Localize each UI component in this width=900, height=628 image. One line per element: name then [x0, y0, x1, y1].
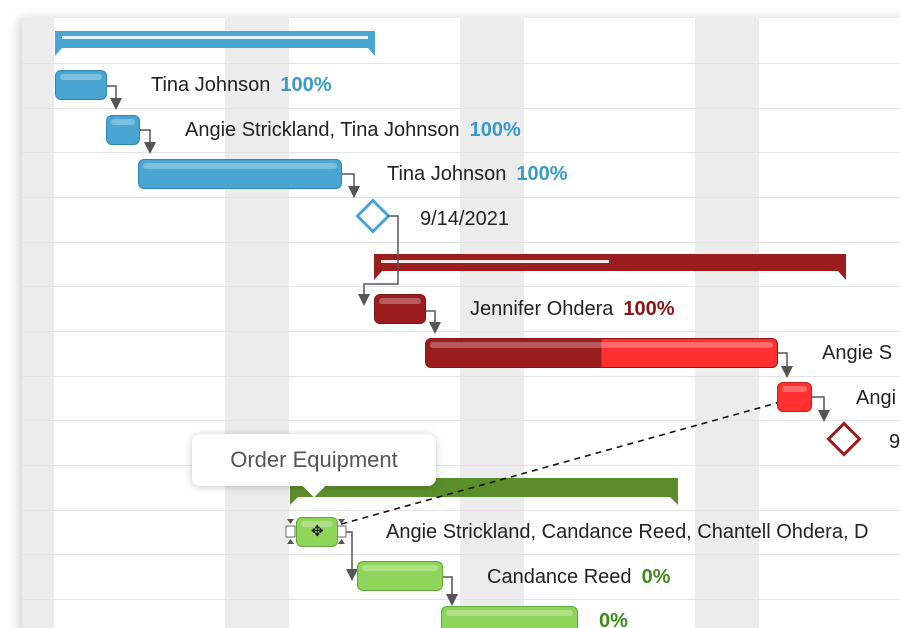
resize-handle-right[interactable] — [336, 525, 347, 538]
task-bar[interactable] — [55, 70, 107, 100]
task-label: Tina Johnson 100% — [387, 162, 568, 186]
task-label: Tina Johnson 100% — [151, 73, 332, 97]
dependency-lines — [106, 85, 830, 606]
row-divider — [22, 510, 900, 511]
summary-bar-red[interactable] — [374, 254, 846, 280]
task-bar-selected[interactable] — [296, 517, 338, 547]
task-progress: 100% — [623, 298, 675, 320]
row-divider — [22, 242, 900, 243]
row-divider — [22, 108, 900, 109]
task-assignees: Tina Johnson — [387, 163, 507, 185]
gantt-panel — [22, 18, 900, 628]
move-icon[interactable]: ✥ — [311, 523, 324, 540]
task-bar[interactable] — [777, 382, 812, 412]
task-label: Candance Reed 0% — [487, 565, 670, 589]
task-assignees: Candance Reed — [487, 566, 632, 588]
row-divider — [22, 420, 900, 421]
task-bar[interactable] — [425, 338, 778, 368]
task-assignees: Angie Strickland, Tina Johnson — [185, 119, 460, 141]
task-label: Angie Strickland, Candance Reed, Chantel… — [386, 520, 869, 544]
task-bar[interactable] — [138, 159, 342, 189]
row-divider — [22, 63, 900, 64]
milestone-diamond[interactable] — [826, 421, 862, 457]
task-assignees: Tina Johnson — [151, 74, 271, 96]
milestone-date: 9/14/2021 — [420, 208, 509, 230]
task-label: Angi — [856, 386, 896, 410]
task-bar[interactable] — [357, 561, 443, 591]
task-progress: 0% — [599, 610, 628, 628]
row-divider — [22, 599, 900, 600]
milestone-label: 9/14/2021 — [420, 207, 509, 231]
weekend-column — [22, 18, 54, 628]
task-bar[interactable] — [374, 294, 426, 324]
row-divider — [22, 376, 900, 377]
task-progress: 0% — [641, 566, 671, 588]
task-progress: 100% — [516, 163, 568, 185]
task-tooltip: Order Equipment — [192, 434, 436, 486]
weekend-column — [460, 18, 524, 628]
milestone-date: 9 — [889, 431, 900, 453]
row-divider — [22, 554, 900, 555]
row-divider — [22, 286, 900, 287]
task-progress: 100% — [280, 74, 332, 96]
task-label: Jennifer Ohdera 100% — [470, 297, 675, 321]
task-progress: 100% — [469, 119, 521, 141]
task-bar[interactable] — [441, 606, 578, 628]
milestone-label: 9 — [889, 430, 900, 454]
summary-bar-blue[interactable] — [55, 31, 375, 56]
task-assignees: Angie S — [822, 342, 893, 364]
task-assignees: Angi — [856, 387, 897, 409]
task-label: 0% — [589, 609, 628, 628]
row-divider — [22, 331, 900, 332]
row-divider — [22, 465, 900, 466]
task-assignees: Jennifer Ohdera — [470, 298, 614, 320]
row-divider — [22, 197, 900, 198]
task-label: Angie Strickland, Tina Johnson 100% — [185, 118, 521, 142]
tooltip-text: Order Equipment — [230, 447, 398, 472]
weekend-column — [225, 18, 289, 628]
row-divider — [22, 152, 900, 153]
task-label: Angie S — [822, 341, 892, 365]
weekend-column — [695, 18, 759, 628]
task-assignees: Angie Strickland, Candance Reed, Chantel… — [386, 521, 869, 543]
milestone-diamond[interactable] — [355, 198, 391, 234]
task-bar[interactable] — [106, 115, 140, 145]
resize-handle-left[interactable] — [285, 525, 296, 538]
